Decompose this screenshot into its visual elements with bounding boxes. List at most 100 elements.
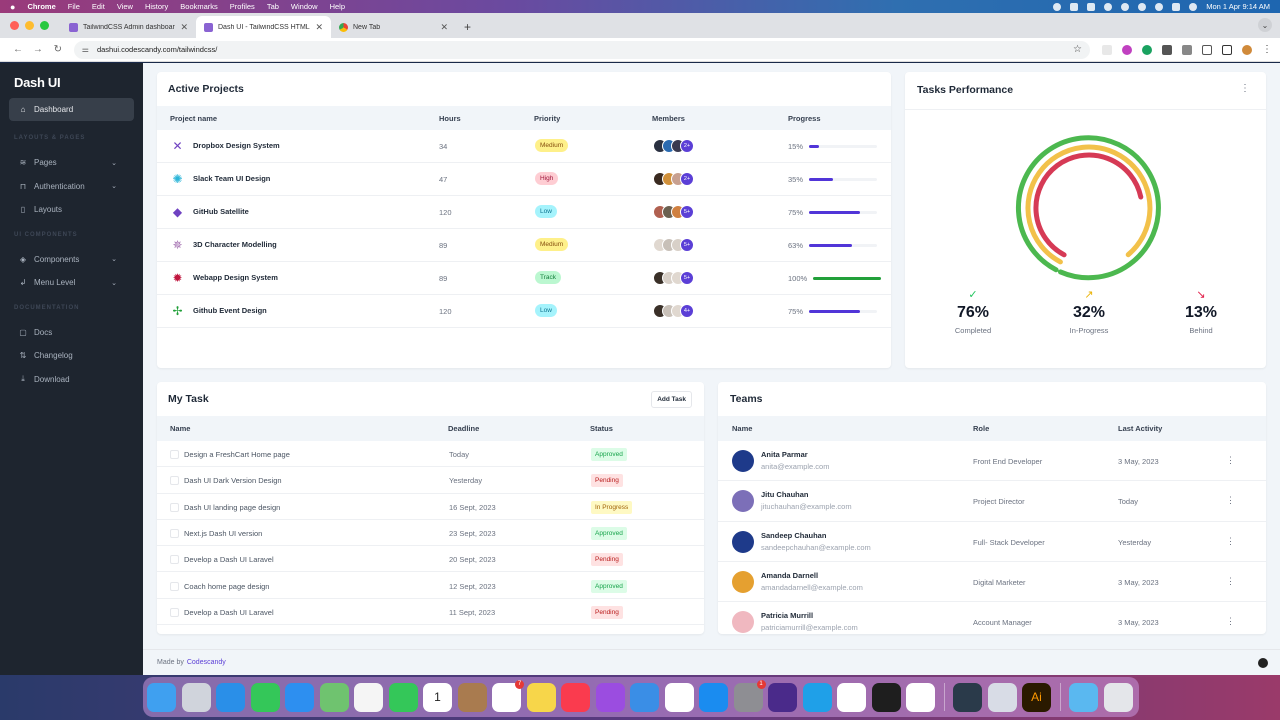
volume-icon[interactable] xyxy=(1104,2,1113,11)
dock-mail-icon[interactable] xyxy=(285,682,314,712)
dock-reminders-icon[interactable]: 7 xyxy=(492,679,524,712)
dock-finder-icon[interactable] xyxy=(147,682,176,712)
status-record-icon[interactable] xyxy=(1053,2,1062,11)
table-row[interactable]: Next.js Dash UI version 23 Sept, 2023 Ap… xyxy=(157,520,704,547)
more-members-badge[interactable]: 2+ xyxy=(680,172,694,186)
project-name[interactable]: GitHub Satellite xyxy=(193,207,249,216)
sidebar-item-dashboard[interactable]: ⌂ Dashboard xyxy=(9,98,134,121)
extension-colorpicker-icon[interactable] xyxy=(1121,44,1132,55)
new-tab-button[interactable]: + xyxy=(464,20,472,34)
sidebar-item-docs[interactable]: ▢ Docs xyxy=(0,321,143,345)
member-name[interactable]: Patricia Murrill xyxy=(761,611,814,621)
status-check-icon[interactable] xyxy=(1087,2,1096,11)
more-members-badge[interactable]: 2+ xyxy=(680,139,694,153)
table-row[interactable]: ✹ Webapp Design System 89 Track 5+ 100% xyxy=(157,262,891,295)
project-name[interactable]: Dropbox Design System xyxy=(193,141,280,150)
more-members-badge[interactable]: 5+ xyxy=(680,238,694,252)
address-bar[interactable]: ⚌ dashui.codescandy.com/tailwindcss/ ☆ xyxy=(73,40,1090,59)
browser-tab[interactable]: New Tab ✕ xyxy=(331,16,456,38)
dock-notes-icon[interactable] xyxy=(526,682,556,712)
task-checkbox[interactable] xyxy=(170,555,179,565)
dock-illustrator-icon[interactable]: Ai xyxy=(1022,682,1051,712)
table-row[interactable]: Dash UI landing page design 16 Sept, 202… xyxy=(157,494,704,520)
clock[interactable]: Mon 1 Apr 9:14 AM xyxy=(1206,2,1270,11)
more-members-badge[interactable]: 5+ xyxy=(680,271,694,285)
more-options-icon[interactable]: ⋮ xyxy=(1240,83,1250,94)
project-name[interactable]: 3D Character Modelling xyxy=(193,240,277,249)
browser-tab[interactable]: TailwindCSS Admin dashboard ✕ xyxy=(61,16,196,38)
wifi-icon[interactable] xyxy=(1138,2,1147,11)
profile-avatar[interactable] xyxy=(1241,44,1252,55)
more-options-icon[interactable]: ⋮ xyxy=(1226,455,1235,465)
dock-facetime-icon[interactable] xyxy=(388,682,418,712)
back-arrow-icon[interactable]: ← xyxy=(12,44,23,55)
dock-firefox-icon[interactable] xyxy=(768,682,797,712)
dock-app-store-icon[interactable] xyxy=(699,682,728,712)
more-options-icon[interactable]: ⋮ xyxy=(1226,616,1235,627)
extension-icon[interactable] xyxy=(1101,44,1112,55)
dock-figma-icon[interactable] xyxy=(871,682,901,712)
dock-chrome-icon[interactable] xyxy=(837,682,866,712)
sidebar-item-download[interactable]: ⤓ Download xyxy=(0,368,143,392)
window-zoom-button[interactable] xyxy=(40,21,49,30)
menu-bookmarks[interactable]: Bookmarks xyxy=(180,2,218,11)
table-row[interactable]: ✵ 3D Character Modelling 89 Medium 5+ 63… xyxy=(157,229,891,262)
sidebar-item-components[interactable]: ◈ Components ⌄ xyxy=(0,248,143,272)
dock-launchpad-icon[interactable] xyxy=(181,682,211,712)
table-row[interactable]: ✕ Dropbox Design System 34 Medium 2+ 15% xyxy=(157,130,891,163)
siri-icon[interactable] xyxy=(1189,2,1198,11)
chevron-down-icon[interactable]: ⌄ xyxy=(111,256,117,264)
dock-quicktime-icon[interactable] xyxy=(953,682,982,712)
sidebar-item-authentication[interactable]: ⊓ Authentication ⌄ xyxy=(0,175,143,199)
dock-maps-icon[interactable] xyxy=(319,682,349,712)
task-checkbox[interactable] xyxy=(170,502,179,512)
menu-history[interactable]: History xyxy=(144,2,169,11)
table-row[interactable]: ✢ Github Event Design 120 Low 4+ 75% xyxy=(157,295,891,328)
extensions-puzzle-icon[interactable] xyxy=(1201,44,1212,55)
brand-logo[interactable]: Dash UI xyxy=(14,75,61,90)
project-name[interactable]: Slack Team UI Design xyxy=(193,174,271,183)
task-checkbox[interactable] xyxy=(170,450,179,459)
close-tab-icon[interactable]: ✕ xyxy=(440,21,448,32)
dock-safari-icon[interactable] xyxy=(216,682,245,712)
apple-menu-icon[interactable]: ● xyxy=(10,1,16,12)
task-checkbox[interactable] xyxy=(170,607,179,617)
menu-tab[interactable]: Tab xyxy=(266,2,279,11)
dock-keynote-icon[interactable] xyxy=(630,682,659,712)
menu-view[interactable]: View xyxy=(116,2,133,11)
bookmark-star-icon[interactable]: ☆ xyxy=(1073,44,1082,55)
side-panel-icon[interactable] xyxy=(1221,44,1232,55)
extension-grammarly-icon[interactable] xyxy=(1141,44,1152,55)
forward-arrow-icon[interactable]: → xyxy=(32,44,43,55)
more-options-icon[interactable]: ⋮ xyxy=(1226,535,1235,546)
dock-preview-icon[interactable] xyxy=(987,682,1017,712)
dock-photos-icon[interactable] xyxy=(354,682,383,712)
extension-video-icon[interactable] xyxy=(1161,44,1172,55)
menu-edit[interactable]: Edit xyxy=(91,2,105,11)
table-row[interactable]: Develop a Dash UI Laravel 20 Sept, 2023 … xyxy=(157,546,704,573)
project-name[interactable]: Github Event Design xyxy=(193,306,267,315)
window-close-button[interactable] xyxy=(10,21,19,30)
reload-icon[interactable]: ↻ xyxy=(53,44,62,55)
table-row[interactable]: Patricia Murrill patriciamurrill@example… xyxy=(718,602,1266,634)
dock-messages-icon[interactable] xyxy=(250,682,280,712)
status-parking-icon[interactable] xyxy=(1070,2,1079,11)
menu-file[interactable]: File xyxy=(67,2,80,11)
extension-filter-icon[interactable] xyxy=(1181,44,1192,55)
chevron-down-icon[interactable]: ⌄ xyxy=(111,183,117,191)
dock-music-icon[interactable] xyxy=(561,682,590,712)
member-name[interactable]: Amanda Darnell xyxy=(761,570,819,580)
table-row[interactable]: Develop a Dash UI Laravel 11 Sept, 2023 … xyxy=(157,599,704,626)
task-checkbox[interactable] xyxy=(170,581,179,591)
menu-profiles[interactable]: Profiles xyxy=(229,2,255,11)
dock-contacts-icon[interactable] xyxy=(457,682,487,712)
site-settings-icon[interactable]: ⚌ xyxy=(81,45,89,54)
table-row[interactable]: Dash UI Dark Version Design Yesterday Pe… xyxy=(157,467,704,494)
close-tab-icon[interactable]: ✕ xyxy=(180,21,188,32)
menu-help[interactable]: Help xyxy=(329,2,346,11)
chevron-down-icon[interactable]: ⌄ xyxy=(111,159,117,167)
table-row[interactable]: Amanda Darnell amandadarnell@example.com… xyxy=(718,562,1266,603)
dock-downloads-icon[interactable] xyxy=(1069,682,1098,712)
close-tab-icon[interactable]: ✕ xyxy=(315,21,323,32)
dock-podcasts-icon[interactable] xyxy=(595,682,625,712)
